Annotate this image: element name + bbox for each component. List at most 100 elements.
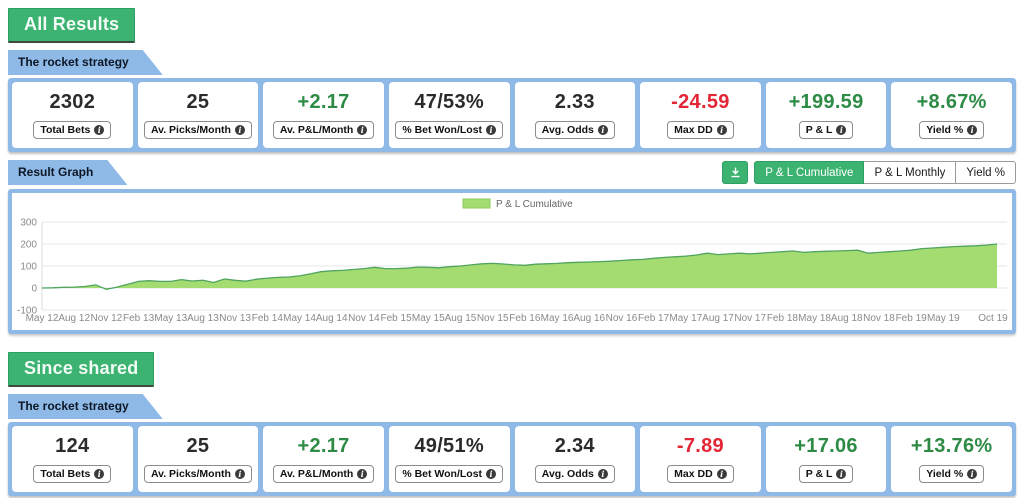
stat-label-text: Av. Picks/Month [150,468,231,480]
info-icon[interactable]: i [967,125,978,135]
info-icon[interactable]: i [357,125,368,135]
info-icon[interactable]: i [486,469,497,479]
svg-text:Feb 14: Feb 14 [252,313,284,324]
svg-text:Nov 14: Nov 14 [348,313,380,324]
all-results-header: All Results [8,8,136,43]
stat-label-pill: Av. Picks/Month i [143,465,252,483]
info-icon[interactable]: i [486,125,497,135]
graph-mode-button-yield[interactable]: Yield % [956,161,1016,184]
stat-value: 47/53% [414,91,484,113]
stat-value: 2.33 [554,91,595,113]
graph-mode-button-p-l-monthly[interactable]: P & L Monthly [864,161,957,184]
stat-label-pill: Av. P&L/Month i [272,121,375,139]
stat-value: 25 [186,91,210,113]
svg-text:Feb 18: Feb 18 [767,313,799,324]
svg-text:Nov 17: Nov 17 [734,313,766,324]
svg-text:300: 300 [20,218,37,229]
stat-label-pill: Total Bets i [33,465,112,483]
stat-value: +8.67% [916,91,987,113]
stat-label-text: Avg. Odds [541,124,594,136]
svg-text:May 13: May 13 [154,313,187,324]
download-button[interactable] [722,161,749,184]
svg-text:200: 200 [20,240,37,251]
stat-card-yield: +13.76% Yield % i [891,426,1012,492]
svg-text:May 14: May 14 [283,313,316,324]
info-icon[interactable]: i [597,469,608,479]
stat-card-total-bets: 2302 Total Bets i [12,82,133,148]
info-icon[interactable]: i [716,469,727,479]
stat-value: -24.59 [671,91,730,113]
stat-value: +13.76% [910,435,993,457]
svg-text:Aug 13: Aug 13 [187,313,219,324]
svg-text:Feb 16: Feb 16 [509,313,541,324]
svg-text:Oct 19: Oct 19 [978,313,1008,324]
stat-value: 124 [55,435,90,457]
svg-text:Nov 15: Nov 15 [477,313,509,324]
svg-text:Nov 12: Nov 12 [91,313,123,324]
stat-label-text: % Bet Won/Lost [402,124,483,136]
svg-text:Aug 16: Aug 16 [573,313,605,324]
info-icon[interactable]: i [94,125,105,135]
info-icon[interactable]: i [836,125,847,135]
stat-label-text: Total Bets [40,124,91,136]
svg-text:100: 100 [20,262,37,273]
stat-card-av-p-l-month: +2.17 Av. P&L/Month i [263,426,384,492]
stat-label-text: Avg. Odds [541,468,594,480]
stat-value: +199.59 [788,91,864,113]
stat-label-text: P & L [805,124,833,136]
info-icon[interactable]: i [836,469,847,479]
stat-value: +2.17 [297,435,350,457]
stat-label-text: Av. Picks/Month [150,124,231,136]
svg-text:Nov 18: Nov 18 [863,313,895,324]
stat-label-text: Av. P&L/Month [279,124,354,136]
stat-label-text: P & L [805,468,833,480]
stat-label-text: Max DD [674,124,713,136]
info-icon[interactable]: i [234,469,245,479]
stat-card-bet-won-lost: 47/53% % Bet Won/Lost i [388,82,510,148]
stat-value: +17.06 [794,435,858,457]
svg-text:0: 0 [31,284,37,295]
graph-mode-button-p-l-cumulative[interactable]: P & L Cumulative [754,161,865,184]
stat-label-text: Yield % [926,468,964,480]
info-icon[interactable]: i [716,125,727,135]
stat-card-av-picks-month: 25 Av. Picks/Month i [137,82,259,148]
stats-row-since-shared: 124 Total Bets i 25 Av. Picks/Month i +2.17 Av.… [8,422,1016,496]
info-icon[interactable]: i [597,125,608,135]
stat-label-pill: % Bet Won/Lost i [395,465,504,483]
stat-label-pill: Max DD i [667,121,734,139]
stat-card-av-p-l-month: +2.17 Av. P&L/Month i [263,82,384,148]
stat-label-text: Total Bets [40,468,91,480]
stat-label-pill: Av. P&L/Month i [272,465,375,483]
stat-label-pill: Avg. Odds i [534,121,615,139]
graph-mode-button-group: P & L Cumulative P & L Monthly Yield % [754,161,1016,184]
stat-label-text: Max DD [674,468,713,480]
svg-text:-100: -100 [17,306,37,317]
info-icon[interactable]: i [234,125,245,135]
stat-label-pill: Avg. Odds i [534,465,615,483]
stat-label-text: % Bet Won/Lost [402,468,483,480]
since-shared-header: Since shared [8,352,155,387]
stat-label-pill: Yield % i [919,121,985,139]
svg-text:May 15: May 15 [412,313,445,324]
stat-value: -7.89 [676,435,724,457]
strategy-tab-since-shared: The rocket strategy [8,394,163,419]
stat-card-av-picks-month: 25 Av. Picks/Month i [137,426,259,492]
info-icon[interactable]: i [94,469,105,479]
stat-card-avg-odds: 2.34 Avg. Odds i [514,426,636,492]
stat-card-total-bets: 124 Total Bets i [12,426,133,492]
legend-label: P & L Cumulative [496,199,573,210]
svg-text:Feb 19: Feb 19 [896,313,928,324]
info-icon[interactable]: i [967,469,978,479]
graph-controls: P & L Cumulative P & L Monthly Yield % [722,161,1016,185]
stat-value: 25 [186,435,210,457]
svg-text:Aug 17: Aug 17 [702,313,734,324]
info-icon[interactable]: i [357,469,368,479]
svg-text:Aug 12: Aug 12 [58,313,90,324]
svg-text:Nov 13: Nov 13 [219,313,251,324]
stat-value: 2302 [49,91,96,113]
stats-row-all-results: 2302 Total Bets i 25 Av. Picks/Month i +2.17 Av… [8,78,1016,152]
stat-label-pill: Max DD i [667,465,734,483]
svg-text:Aug 14: Aug 14 [316,313,348,324]
